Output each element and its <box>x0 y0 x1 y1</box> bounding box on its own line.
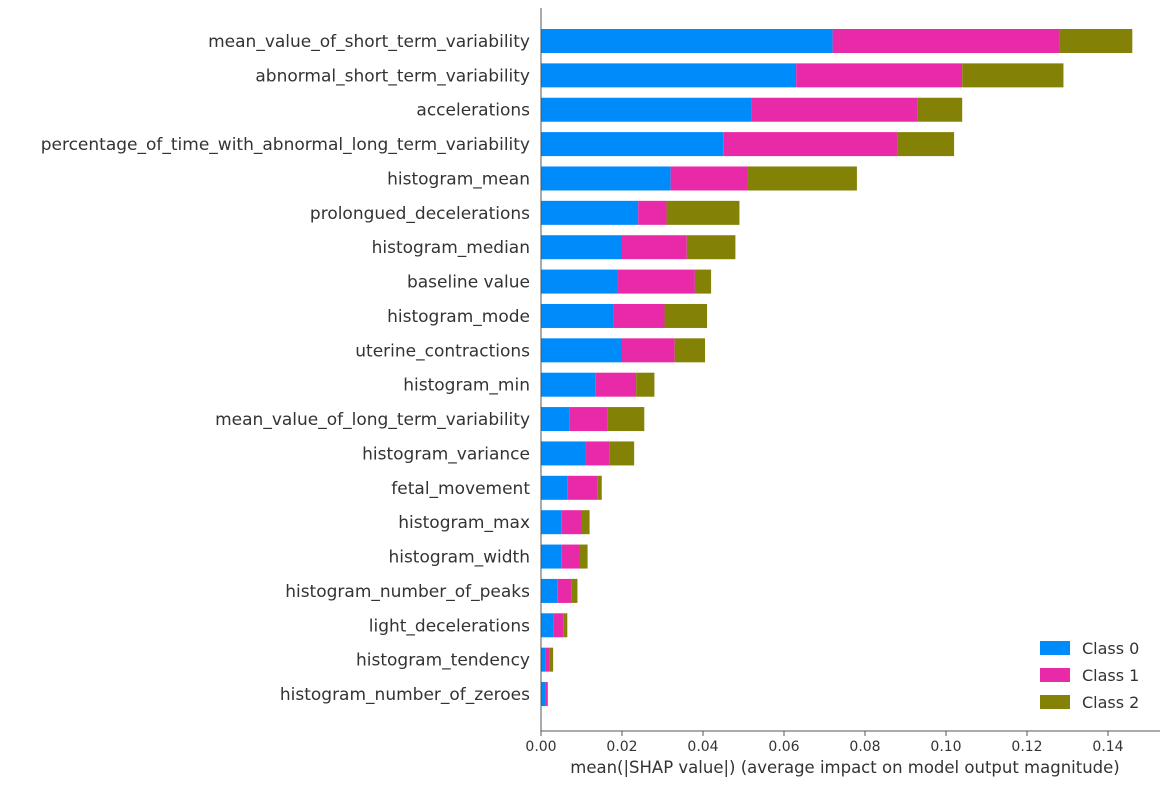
bar-class-1-0 <box>832 29 1060 53</box>
bar-class-2-15 <box>579 544 588 569</box>
bar-class-0-3 <box>541 132 724 157</box>
bar-class-2-19 <box>547 682 548 707</box>
bar-class-2-10 <box>636 372 655 397</box>
bar-class-1-6 <box>622 235 687 260</box>
x-tick-label: 0.10 <box>930 739 961 755</box>
bar-class-2-7 <box>694 269 712 294</box>
y-tick-label: histogram_median <box>372 238 530 258</box>
bar-class-0-12 <box>541 441 586 466</box>
y-tick-label: abnormal_short_term_variability <box>255 66 530 86</box>
bar-class-0-4 <box>541 166 671 191</box>
y-tick-label: histogram_width <box>388 548 530 568</box>
bar-class-0-8 <box>541 303 614 328</box>
bar-class-2-18 <box>549 647 554 672</box>
y-tick-label: histogram_variance <box>362 444 530 464</box>
y-tick-label: histogram_mean <box>387 169 530 189</box>
bar-class-2-8 <box>664 303 708 328</box>
bar-class-0-16 <box>541 578 558 603</box>
bar-class-2-11 <box>607 407 645 432</box>
y-tick-label: uterine_contractions <box>355 341 530 361</box>
bar-class-0-18 <box>541 647 546 672</box>
bar-class-1-7 <box>617 269 695 294</box>
bar-class-0-15 <box>541 544 562 569</box>
legend-swatch-2 <box>1040 695 1070 709</box>
bar-class-0-13 <box>541 475 568 500</box>
bar-class-1-17 <box>553 613 564 638</box>
bar-class-1-14 <box>561 510 582 535</box>
bar-class-0-7 <box>541 269 618 294</box>
bar-class-2-9 <box>674 338 706 363</box>
y-tick-label: histogram_max <box>398 513 530 533</box>
bar-class-1-16 <box>557 578 572 603</box>
bar-class-0-0 <box>541 29 833 53</box>
bar-class-0-5 <box>541 200 639 225</box>
bar-class-2-1 <box>962 63 1064 88</box>
y-tick-label: baseline value <box>407 273 530 293</box>
bar-class-2-13 <box>597 475 602 500</box>
x-tick-label: 0.06 <box>768 739 799 755</box>
y-tick-label: accelerations <box>416 101 530 121</box>
bar-class-1-11 <box>569 407 608 432</box>
bar-class-1-15 <box>561 544 580 569</box>
bar-class-0-9 <box>541 338 622 363</box>
bar-class-2-3 <box>897 132 955 157</box>
bar-class-2-0 <box>1059 29 1133 53</box>
y-tick-label: histogram_number_of_peaks <box>285 582 530 602</box>
bar-class-1-8 <box>613 303 665 328</box>
legend-swatch-0 <box>1040 641 1070 655</box>
bar-class-1-9 <box>622 338 675 363</box>
bar-class-0-14 <box>541 510 562 535</box>
bar-class-0-1 <box>541 63 797 88</box>
legend-swatch-1 <box>1040 668 1070 682</box>
bar-class-1-5 <box>638 200 667 225</box>
bar-class-2-17 <box>563 613 568 638</box>
bar-class-2-5 <box>666 200 740 225</box>
x-tick-label: 0.04 <box>687 739 718 755</box>
y-tick-label: percentage_of_time_with_abnormal_long_te… <box>41 135 530 155</box>
bar-class-0-2 <box>541 97 752 122</box>
bar-class-2-14 <box>581 510 590 535</box>
legend-label-2: Class 2 <box>1082 693 1139 712</box>
bar-class-2-2 <box>917 97 963 122</box>
bar-class-1-12 <box>585 441 610 466</box>
bar-class-0-6 <box>541 235 622 260</box>
x-tick-label: 0.12 <box>1011 739 1042 755</box>
bar-class-1-3 <box>723 132 898 157</box>
bar-class-1-10 <box>595 372 637 397</box>
x-axis-label: mean(|SHAP value|) (average impact on mo… <box>570 758 1120 777</box>
bar-class-2-4 <box>747 166 857 191</box>
bar-class-0-19 <box>541 682 546 707</box>
bar-class-0-10 <box>541 372 596 397</box>
y-tick-label: histogram_number_of_zeroes <box>280 685 530 705</box>
bar-class-2-6 <box>686 235 736 260</box>
y-tick-label: light_decelerations <box>369 616 530 636</box>
y-tick-label: mean_value_of_long_term_variability <box>215 410 530 430</box>
bar-class-1-19 <box>545 682 548 707</box>
bar-class-0-17 <box>541 613 554 638</box>
y-tick-label: histogram_tendency <box>356 651 530 671</box>
x-tick-label: 0.02 <box>606 739 637 755</box>
bar-class-1-1 <box>796 63 963 88</box>
bar-class-2-16 <box>571 578 578 603</box>
y-tick-label: histogram_min <box>403 376 530 396</box>
y-tick-label: prolongued_decelerations <box>310 204 530 224</box>
y-tick-label: histogram_mode <box>387 307 530 327</box>
legend-label-0: Class 0 <box>1082 639 1139 658</box>
legend-label-1: Class 1 <box>1082 666 1139 685</box>
bar-class-1-4 <box>670 166 748 191</box>
y-tick-label: fetal_movement <box>391 479 530 499</box>
x-tick-label: 0.08 <box>849 739 880 755</box>
y-tick-label: mean_value_of_short_term_variability <box>208 32 530 52</box>
bar-class-1-13 <box>567 475 598 500</box>
x-tick-label: 0.14 <box>1092 739 1123 755</box>
bar-class-0-11 <box>541 407 570 432</box>
bar-class-2-12 <box>609 441 635 466</box>
bar-class-1-18 <box>545 647 550 672</box>
x-tick-label: 0.00 <box>525 739 556 755</box>
bar-class-1-2 <box>751 97 918 122</box>
